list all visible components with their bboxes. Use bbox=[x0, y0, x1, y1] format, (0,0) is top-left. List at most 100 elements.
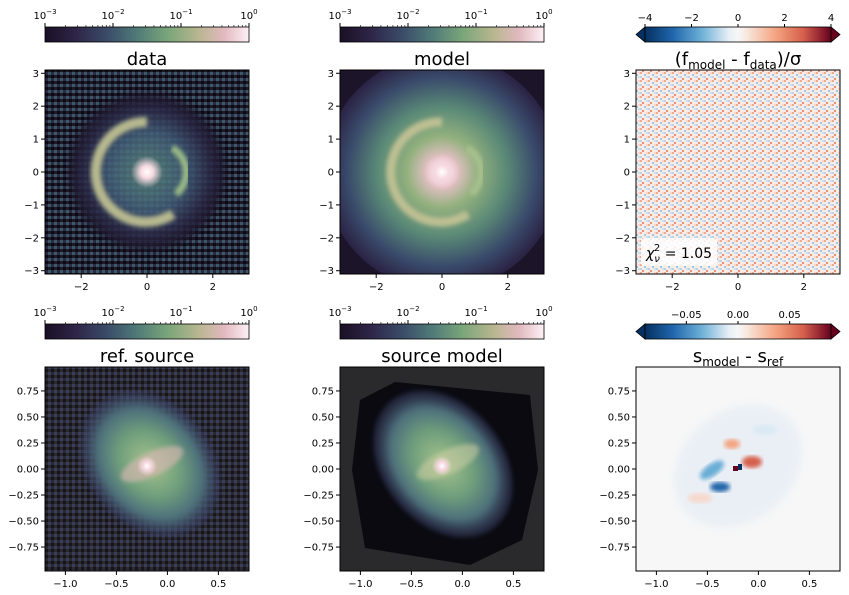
colorbar-tick-label: −4 bbox=[638, 13, 653, 24]
x-tick-label: −1.0 bbox=[53, 579, 77, 590]
x-tick-label: 2 bbox=[210, 282, 216, 293]
y-tick-label: 2 bbox=[624, 102, 630, 113]
x-tick-label: 0.5 bbox=[801, 579, 817, 590]
colorbar-tick-label: 2 bbox=[781, 13, 787, 24]
axes-1: −2 0 2 −3 −2 −1 0 1 2 3 bbox=[319, 69, 545, 293]
chi2-text: χν2 = 1.05 bbox=[645, 243, 712, 265]
colorbar-tick-label: 10−1 bbox=[169, 8, 192, 22]
axes-3: −1.0 −0.5 0.0 0.5 −0.75 −0.50 −0.25 0.00 0.25 0.5… bbox=[8, 366, 250, 590]
source-residual-blue-2 bbox=[710, 482, 730, 492]
x-tick-label: 2 bbox=[801, 282, 807, 293]
y-tick-label: 0.00 bbox=[17, 465, 39, 476]
colorbar-tick-label: 10−3 bbox=[328, 8, 351, 22]
colorbar-tick-label: 10−1 bbox=[464, 8, 487, 22]
y-tick-label: 0.75 bbox=[17, 386, 39, 397]
y-tick-label: 3 bbox=[33, 69, 39, 80]
title-residual-sub2: data bbox=[750, 58, 777, 72]
colorbar-gradient bbox=[644, 26, 832, 43]
colorbar-tick-exp: 0 bbox=[548, 8, 552, 16]
colorbar-tick-label: 4 bbox=[828, 13, 834, 24]
y-tick-label: −3 bbox=[615, 266, 630, 277]
y-tick-label: 0.00 bbox=[608, 465, 630, 476]
chi2-sub: ν bbox=[654, 254, 660, 265]
y-tick-label: 0.25 bbox=[608, 438, 630, 449]
model-core bbox=[424, 154, 460, 190]
x-tick-label: 2 bbox=[505, 282, 511, 293]
colorbar-tick-base: 10 bbox=[535, 11, 548, 22]
colorbar-tick-label: −2 bbox=[684, 13, 699, 24]
x-tick-label: 0 bbox=[735, 282, 741, 293]
colorbar-tick-base: 10 bbox=[328, 11, 341, 22]
colorbar-tick-exp: −3 bbox=[341, 8, 351, 16]
colorbar-tick-exp: 0 bbox=[253, 305, 257, 313]
panel-ref-source bbox=[45, 367, 249, 571]
x-tick-label: −0.5 bbox=[399, 579, 423, 590]
x-tick-label: −0.5 bbox=[104, 579, 128, 590]
colorbar-tick-base: 10 bbox=[396, 11, 409, 22]
x-tick-label: −2 bbox=[665, 282, 680, 293]
colorbar-tick-exp: 0 bbox=[253, 8, 257, 16]
colorbar-extend-max bbox=[830, 323, 841, 340]
y-tick-label: 0 bbox=[328, 168, 334, 179]
y-tick-label: 1 bbox=[33, 135, 39, 146]
y-tick-label: −0.75 bbox=[303, 543, 334, 554]
colorbar-tick-base: 10 bbox=[464, 11, 477, 22]
x-tick-label: −2 bbox=[369, 282, 384, 293]
y-tick-label: 2 bbox=[328, 102, 334, 113]
y-tick-label: −2 bbox=[24, 233, 39, 244]
y-tick-label: 0.50 bbox=[608, 412, 630, 423]
chi2-prefix: χ bbox=[645, 246, 655, 262]
y-tick-label: 0.25 bbox=[17, 438, 39, 449]
colorbar-gradient bbox=[44, 26, 250, 43]
colorbar-tick-base: 10 bbox=[101, 308, 114, 319]
y-tick-label: 0.75 bbox=[608, 386, 630, 397]
panel-model bbox=[340, 70, 544, 274]
panel-data bbox=[45, 70, 249, 274]
colorbar-extend-max bbox=[830, 26, 841, 43]
colorbar-tick-label: −0.05 bbox=[671, 310, 702, 321]
colorbar-tick-label: 10−2 bbox=[101, 8, 124, 22]
colorbar-tick-base: 10 bbox=[328, 308, 341, 319]
title-ref-source: ref. source bbox=[100, 346, 194, 367]
y-tick-label: −0.50 bbox=[8, 517, 39, 528]
panel-source-residual bbox=[636, 367, 840, 571]
source-residual-red-1 bbox=[742, 456, 762, 468]
y-tick-label: 0.75 bbox=[312, 386, 334, 397]
y-tick-label: −3 bbox=[319, 266, 334, 277]
x-tick-label: 0 bbox=[439, 282, 445, 293]
y-tick-label: −1 bbox=[615, 200, 630, 211]
chi2-annotation: χν2 = 1.05 bbox=[641, 238, 717, 266]
colorbar-gradient bbox=[44, 323, 250, 340]
y-tick-label: 0.25 bbox=[312, 438, 334, 449]
y-tick-label: −0.75 bbox=[8, 543, 39, 554]
y-tick-label: −2 bbox=[615, 233, 630, 244]
colorbar-tick-exp: −1 bbox=[477, 8, 487, 16]
colorbar-tick-base: 10 bbox=[101, 11, 114, 22]
title-residual: (fmodel - fdata)/σ bbox=[675, 49, 802, 72]
y-tick-label: 0 bbox=[33, 168, 39, 179]
y-tick-label: 2 bbox=[33, 102, 39, 113]
colorbar-1: 10−3 10−2 10−1 100 bbox=[328, 8, 553, 43]
colorbar-0: 10−3 10−2 10−1 100 bbox=[33, 8, 258, 43]
title-sres-open: s bbox=[693, 346, 702, 367]
chi2-box bbox=[641, 238, 717, 266]
title-model: model bbox=[414, 49, 470, 70]
colorbar-tick-exp: −2 bbox=[409, 305, 419, 313]
colorbar-tick-label: 100 bbox=[535, 8, 552, 22]
title-sres-mid: - s bbox=[740, 346, 767, 367]
source-residual-dark-blue bbox=[738, 464, 742, 470]
x-tick-label: −0.5 bbox=[695, 579, 719, 590]
chi2-sup: 2 bbox=[654, 243, 660, 254]
colorbar-tick-label: 10−3 bbox=[328, 305, 351, 319]
colorbar-tick-base: 10 bbox=[33, 11, 46, 22]
y-tick-label: −0.50 bbox=[599, 517, 630, 528]
source-residual-blue-1 bbox=[700, 460, 724, 480]
colorbar-tick-base: 10 bbox=[396, 308, 409, 319]
colorbar-tick-exp: −2 bbox=[409, 8, 419, 16]
y-tick-label: −3 bbox=[24, 266, 39, 277]
chi2-suffix: = 1.05 bbox=[660, 246, 712, 262]
y-tick-label: 3 bbox=[328, 69, 334, 80]
colorbar-extend-min bbox=[635, 26, 646, 43]
colorbar-tick-label: 0.00 bbox=[727, 310, 749, 321]
